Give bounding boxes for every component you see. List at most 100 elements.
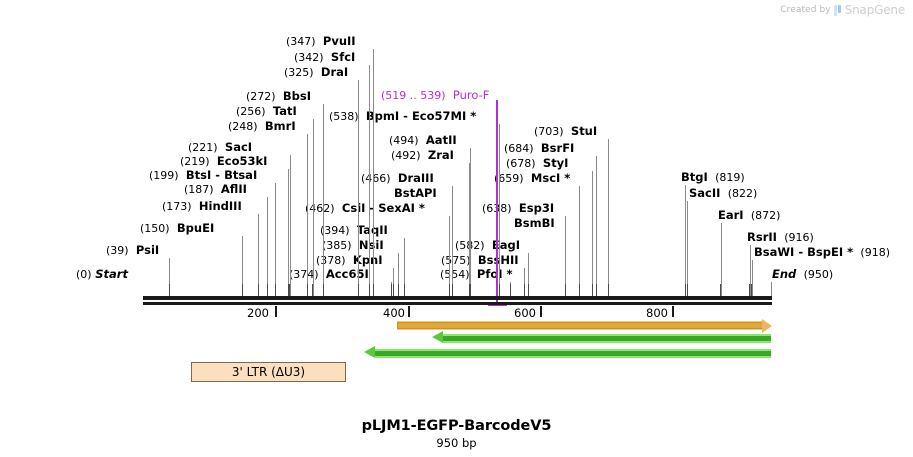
ruler-tick-200 — [275, 306, 277, 317]
axis-site-tick[interactable] — [169, 284, 170, 296]
primer-range-bar[interactable] — [488, 304, 507, 306]
site-label-pvuii[interactable]: (347) PvuII — [286, 34, 356, 48]
leader-aflii — [267, 197, 268, 296]
ruler-label-800: 800 — [646, 306, 668, 320]
green-feature-bar-lower[interactable] — [375, 349, 771, 358]
axis-site-tick[interactable] — [312, 284, 313, 296]
site-label-sfci[interactable]: (342) SfcI — [294, 50, 356, 64]
green-lower-arrow-head — [364, 346, 375, 358]
site-label-styi[interactable]: (678) StyI — [506, 156, 569, 170]
credit-prefix: Created by — [780, 5, 831, 15]
axis-site-tick[interactable] — [565, 284, 566, 296]
ruler-label-600: 600 — [514, 306, 536, 320]
site-label-sacii[interactable]: SacII (822) — [689, 186, 758, 200]
axis-site-tick[interactable] — [452, 284, 453, 296]
leader-aatii — [470, 148, 471, 296]
sequence-axis-bar[interactable] — [143, 296, 772, 300]
site-label-tati[interactable]: (256) TatI — [236, 104, 297, 118]
axis-site-tick[interactable] — [289, 284, 290, 296]
green-feature-bar-upper[interactable] — [443, 334, 771, 343]
site-label-aflii[interactable]: (187) AflII — [184, 182, 247, 196]
site-label-drai[interactable]: (325) DraI — [284, 65, 349, 79]
site-label-bsrfi[interactable]: (684) BsrFI — [504, 141, 575, 155]
site-label-zrai[interactable]: (492) ZraI — [391, 148, 454, 162]
site-label-bstapi[interactable]: BstAPI — [394, 186, 437, 200]
leader-btgi — [685, 185, 686, 296]
axis-site-tick[interactable] — [391, 284, 392, 296]
leader-end — [771, 282, 772, 296]
axis-site-tick[interactable] — [470, 284, 471, 296]
site-label-eagi[interactable]: (582) EagI — [455, 238, 521, 252]
leader-sfci — [369, 65, 370, 296]
axis-site-tick[interactable] — [267, 284, 268, 296]
axis-site-tick[interactable] — [510, 284, 511, 296]
axis-site-tick[interactable] — [524, 284, 525, 296]
axis-site-tick[interactable] — [358, 284, 359, 296]
site-label-stui[interactable]: (703) StuI — [534, 124, 598, 138]
primer-label-puro-f[interactable]: (519 .. 539) Puro-F — [381, 88, 490, 102]
marker-label-end[interactable]: End (950) — [772, 267, 834, 281]
site-label-rsrii[interactable]: RsrII (916) — [747, 230, 814, 244]
axis-site-tick[interactable] — [398, 284, 399, 296]
axis-site-tick[interactable] — [393, 284, 394, 296]
site-label-saci[interactable]: (221) SacI — [188, 140, 253, 154]
plasmid-name: pLJM1-EGFP-BarcodeV5 — [361, 418, 552, 434]
axis-site-tick[interactable] — [275, 284, 276, 296]
site-label-aatii[interactable]: (494) AatII — [389, 133, 457, 147]
site-label-hindiii[interactable]: (173) HindIII — [162, 199, 242, 213]
site-label-draiii[interactable]: (466) DraIII — [361, 171, 434, 185]
site-label-btgi[interactable]: BtgI (819) — [681, 170, 745, 184]
site-label-bbsi[interactable]: (272) BbsI — [246, 89, 312, 103]
leader-bsrfi — [596, 156, 597, 296]
site-label-bsshii[interactable]: (575) BssHII — [441, 254, 519, 267]
feature-box-3-ltr[interactable]: 3' LTR (ΔU3) — [191, 362, 346, 382]
axis-site-tick[interactable] — [596, 284, 597, 296]
site-label-psii[interactable]: (39) PsiI — [106, 243, 160, 257]
marker-label-start[interactable]: (0) Start — [76, 267, 128, 281]
site-label-csii-sexai[interactable]: (462) CsiI - SexAI * — [305, 201, 425, 215]
ruler-label-400: 400 — [383, 306, 405, 320]
site-label-esp3i[interactable]: (638) Esp3I — [482, 201, 555, 215]
site-label-bsawi-bspei[interactable]: BsaWI - BspEI * (918) — [754, 245, 891, 259]
axis-site-tick[interactable] — [307, 284, 308, 296]
ruler-tick-600 — [540, 306, 542, 317]
site-label-eari[interactable]: EarI (872) — [718, 208, 781, 222]
axis-site-tick[interactable] — [469, 284, 470, 296]
site-label-eco53ki[interactable]: (219) Eco53kI — [180, 154, 268, 168]
axis-site-tick[interactable] — [608, 284, 609, 296]
axis-site-tick[interactable] — [323, 284, 324, 296]
axis-site-tick[interactable] — [449, 284, 450, 296]
site-label-bsmbi[interactable]: BsmBI — [514, 216, 555, 230]
axis-site-tick[interactable] — [242, 284, 243, 296]
axis-site-tick[interactable] — [687, 284, 688, 296]
axis-site-tick[interactable] — [369, 284, 370, 296]
axis-site-tick[interactable] — [685, 284, 686, 296]
site-label-bpuei[interactable]: (150) BpuEI — [140, 221, 215, 235]
site-label-bmri[interactable]: (248) BmrI — [228, 119, 296, 133]
axis-site-tick[interactable] — [373, 284, 374, 296]
axis-site-tick[interactable] — [579, 284, 580, 296]
ruler-tick-400 — [408, 306, 410, 317]
site-label-taqii[interactable]: (394) TaqII — [320, 224, 388, 237]
leader-hindiii — [258, 214, 259, 296]
site-label-msci[interactable]: (659) MscI * — [494, 171, 571, 185]
axis-site-tick[interactable] — [258, 284, 259, 296]
axis-site-tick[interactable] — [528, 284, 529, 296]
site-label-btsi-btsai[interactable]: (199) BtsI - BtsaI — [149, 168, 258, 182]
orange-feature-bar-core[interactable] — [397, 322, 763, 329]
leader-drai — [358, 80, 359, 296]
site-label-pfoi[interactable]: (554) PfoI * — [440, 267, 513, 281]
site-label-acc65i[interactable]: (374) Acc65I — [289, 267, 369, 281]
axis-site-tick[interactable] — [720, 284, 721, 296]
axis-site-tick[interactable] — [751, 284, 752, 296]
site-label-bpmi-eco57mi[interactable]: (538) BpmI - Eco57MI * — [329, 109, 477, 123]
axis-site-tick[interactable] — [749, 284, 750, 296]
axis-site-tick[interactable] — [288, 284, 289, 296]
leader-psii — [169, 258, 170, 296]
orange-feature-arrow-head — [762, 319, 772, 333]
sequence-axis-bar-lower[interactable] — [143, 302, 772, 305]
site-label-nsii[interactable]: (385) NsiI — [322, 238, 384, 252]
axis-site-tick[interactable] — [592, 284, 593, 296]
axis-site-tick[interactable] — [499, 284, 500, 296]
axis-site-tick[interactable] — [404, 284, 405, 296]
